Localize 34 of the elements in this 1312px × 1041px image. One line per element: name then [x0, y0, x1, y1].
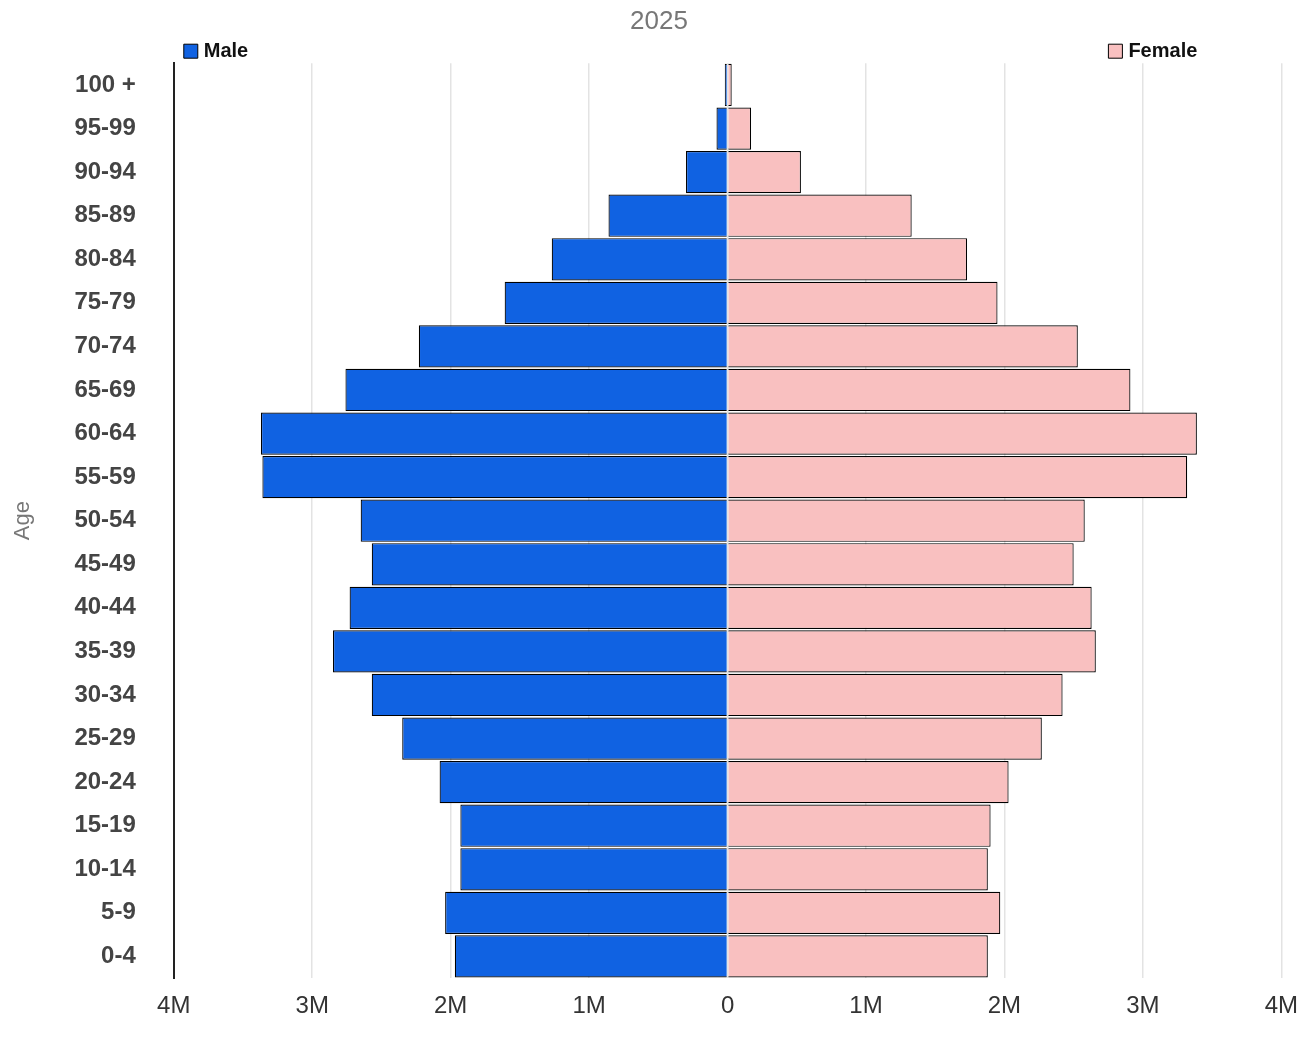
y-tick-label: 90-94	[74, 156, 137, 184]
y-tick-label: 30-34	[74, 679, 137, 707]
y-tick-label: 50-54	[74, 505, 137, 533]
y-tick-label: 15-19	[74, 810, 136, 838]
x-tick-label: 2M	[987, 991, 1022, 1019]
y-tick-label: 0-4	[101, 941, 137, 969]
y-tick-label: 45-49	[74, 548, 136, 576]
y-tick-label: 100 +	[75, 69, 136, 97]
y-tick-label: 40-44	[74, 592, 137, 620]
y-tick-label: 20-24	[74, 766, 137, 794]
legend-label: Female	[1128, 38, 1198, 61]
y-tick-label: 60-64	[74, 418, 137, 446]
y-tick-label: 95-99	[74, 113, 136, 141]
x-tick-label: 4M	[1264, 991, 1298, 1019]
y-tick-label: 25-29	[74, 723, 136, 751]
y-tick-label: 80-84	[74, 243, 137, 271]
y-axis-title: Age	[9, 501, 35, 541]
y-tick-label: 75-79	[74, 287, 136, 315]
y-tick-label: 65-69	[74, 374, 136, 402]
x-tick-label: 1M	[849, 991, 883, 1019]
x-tick-label: 2M	[434, 991, 468, 1019]
x-tick-label: 3M	[1126, 991, 1160, 1019]
chart-title: 2025	[630, 4, 688, 35]
y-tick-label: 85-89	[74, 200, 136, 228]
x-tick-label: 4M	[157, 991, 191, 1019]
y-tick-label: 70-74	[74, 331, 137, 359]
y-tick-label: 35-39	[74, 636, 136, 664]
y-tick-label: 5-9	[101, 897, 136, 925]
legend-label: Male	[203, 38, 249, 61]
x-tick-label: 1M	[572, 991, 606, 1019]
y-tick-label: 10-14	[74, 853, 137, 881]
x-tick-label: 3M	[295, 991, 329, 1019]
x-tick-label: 0	[720, 991, 735, 1019]
y-tick-label: 55-59	[74, 461, 136, 489]
